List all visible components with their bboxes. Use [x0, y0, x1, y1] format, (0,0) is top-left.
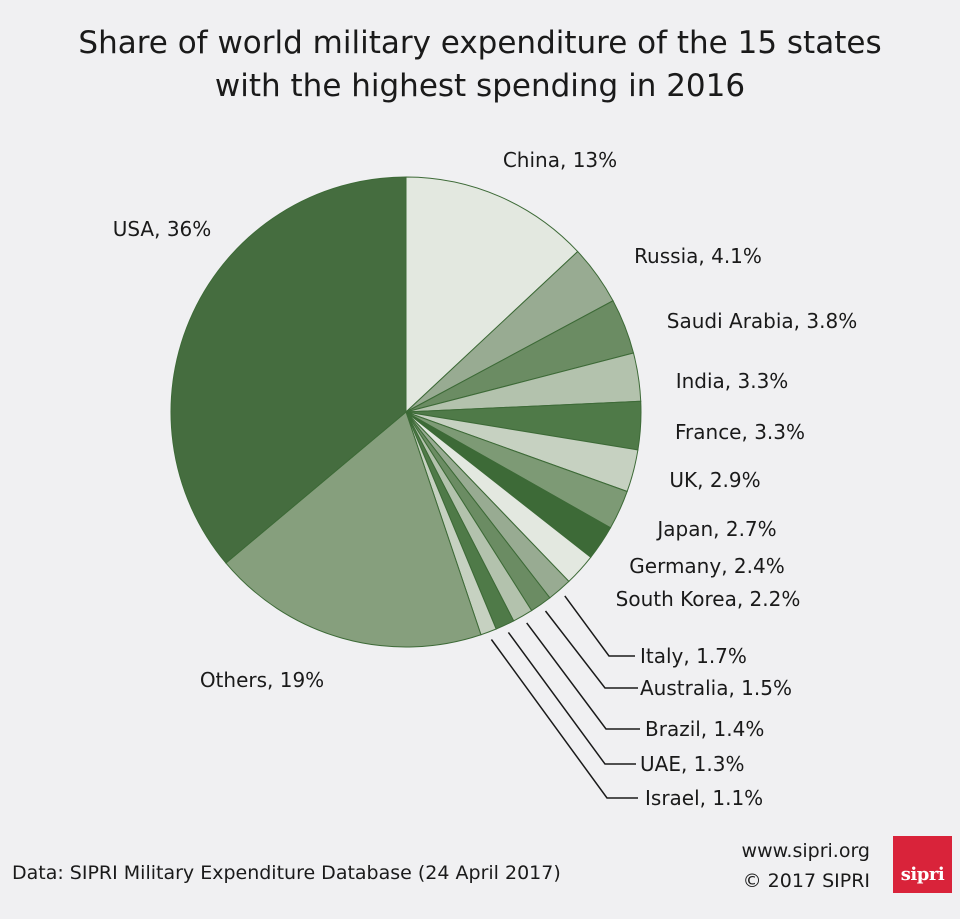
chart-title-line-2: with the highest spending in 2016: [214, 68, 746, 104]
slice-labels: China, 13% Russia, 4.1% Saudi Arabia, 3.8%…: [113, 148, 858, 810]
leader-line-israel: [490, 639, 638, 799]
leader-line-uae: [507, 631, 636, 765]
slice-china: [405, 176, 579, 414]
label-india: India, 3.3%: [676, 369, 789, 393]
label-south-korea: South Korea, 2.2%: [616, 587, 801, 611]
slice-usa: [170, 176, 407, 564]
label-israel: Israel, 1.1%: [645, 786, 763, 810]
label-others: Others, 19%: [200, 668, 324, 692]
label-germany: Germany, 2.4%: [629, 554, 784, 578]
slice-others: [225, 411, 482, 648]
label-uae: UAE, 1.3%: [640, 752, 744, 776]
label-italy: Italy, 1.7%: [640, 644, 747, 668]
credit-block: www.sipri.org © 2017 SIPRI: [742, 836, 870, 896]
leader-line-australia: [544, 610, 638, 689]
pie-slices: [170, 176, 642, 648]
label-japan: Japan, 2.7%: [655, 517, 776, 541]
label-china: China, 13%: [503, 148, 617, 172]
chart-title-line-1: Share of world military expenditure of t…: [78, 25, 882, 61]
label-france: France, 3.3%: [675, 420, 805, 444]
label-russia: Russia, 4.1%: [634, 244, 762, 268]
label-uk: UK, 2.9%: [669, 468, 760, 492]
source-note: Data: SIPRI Military Expenditure Databas…: [12, 862, 561, 884]
copyright-text: © 2017 SIPRI: [742, 870, 870, 892]
leader-line-italy: [564, 595, 635, 657]
label-saudi-arabia: Saudi Arabia, 3.8%: [667, 309, 857, 333]
label-usa: USA, 36%: [113, 217, 212, 241]
leader-line-brazil: [526, 622, 640, 730]
chart-title: Share of world military expenditure of t…: [0, 22, 960, 108]
sipri-logo: sipri: [893, 836, 952, 893]
label-australia: Australia, 1.5%: [640, 676, 792, 700]
leader-lines: [490, 595, 640, 799]
website-link[interactable]: www.sipri.org: [741, 840, 870, 862]
label-brazil: Brazil, 1.4%: [645, 717, 764, 741]
